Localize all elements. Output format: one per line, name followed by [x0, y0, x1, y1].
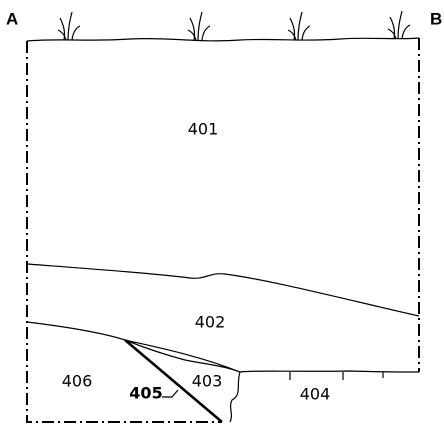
fault-line — [124, 339, 223, 423]
region-label: 404 — [300, 385, 331, 404]
region-label: 402 — [195, 313, 226, 332]
grass — [57, 10, 411, 41]
section-border — [26, 41, 222, 423]
corner-label: A — [6, 9, 18, 28]
corner-label: B — [430, 9, 442, 28]
region-label: 405 — [129, 384, 162, 403]
layer-boundary — [124, 339, 420, 373]
ground-surface — [26, 37, 420, 42]
crack — [229, 371, 241, 423]
leader-line — [162, 389, 179, 398]
layer-boundary — [26, 263, 420, 317]
region-label: 401 — [188, 120, 219, 139]
region-label: 406 — [62, 372, 93, 391]
surface-ticks — [289, 372, 384, 380]
region-label: 403 — [192, 372, 223, 391]
